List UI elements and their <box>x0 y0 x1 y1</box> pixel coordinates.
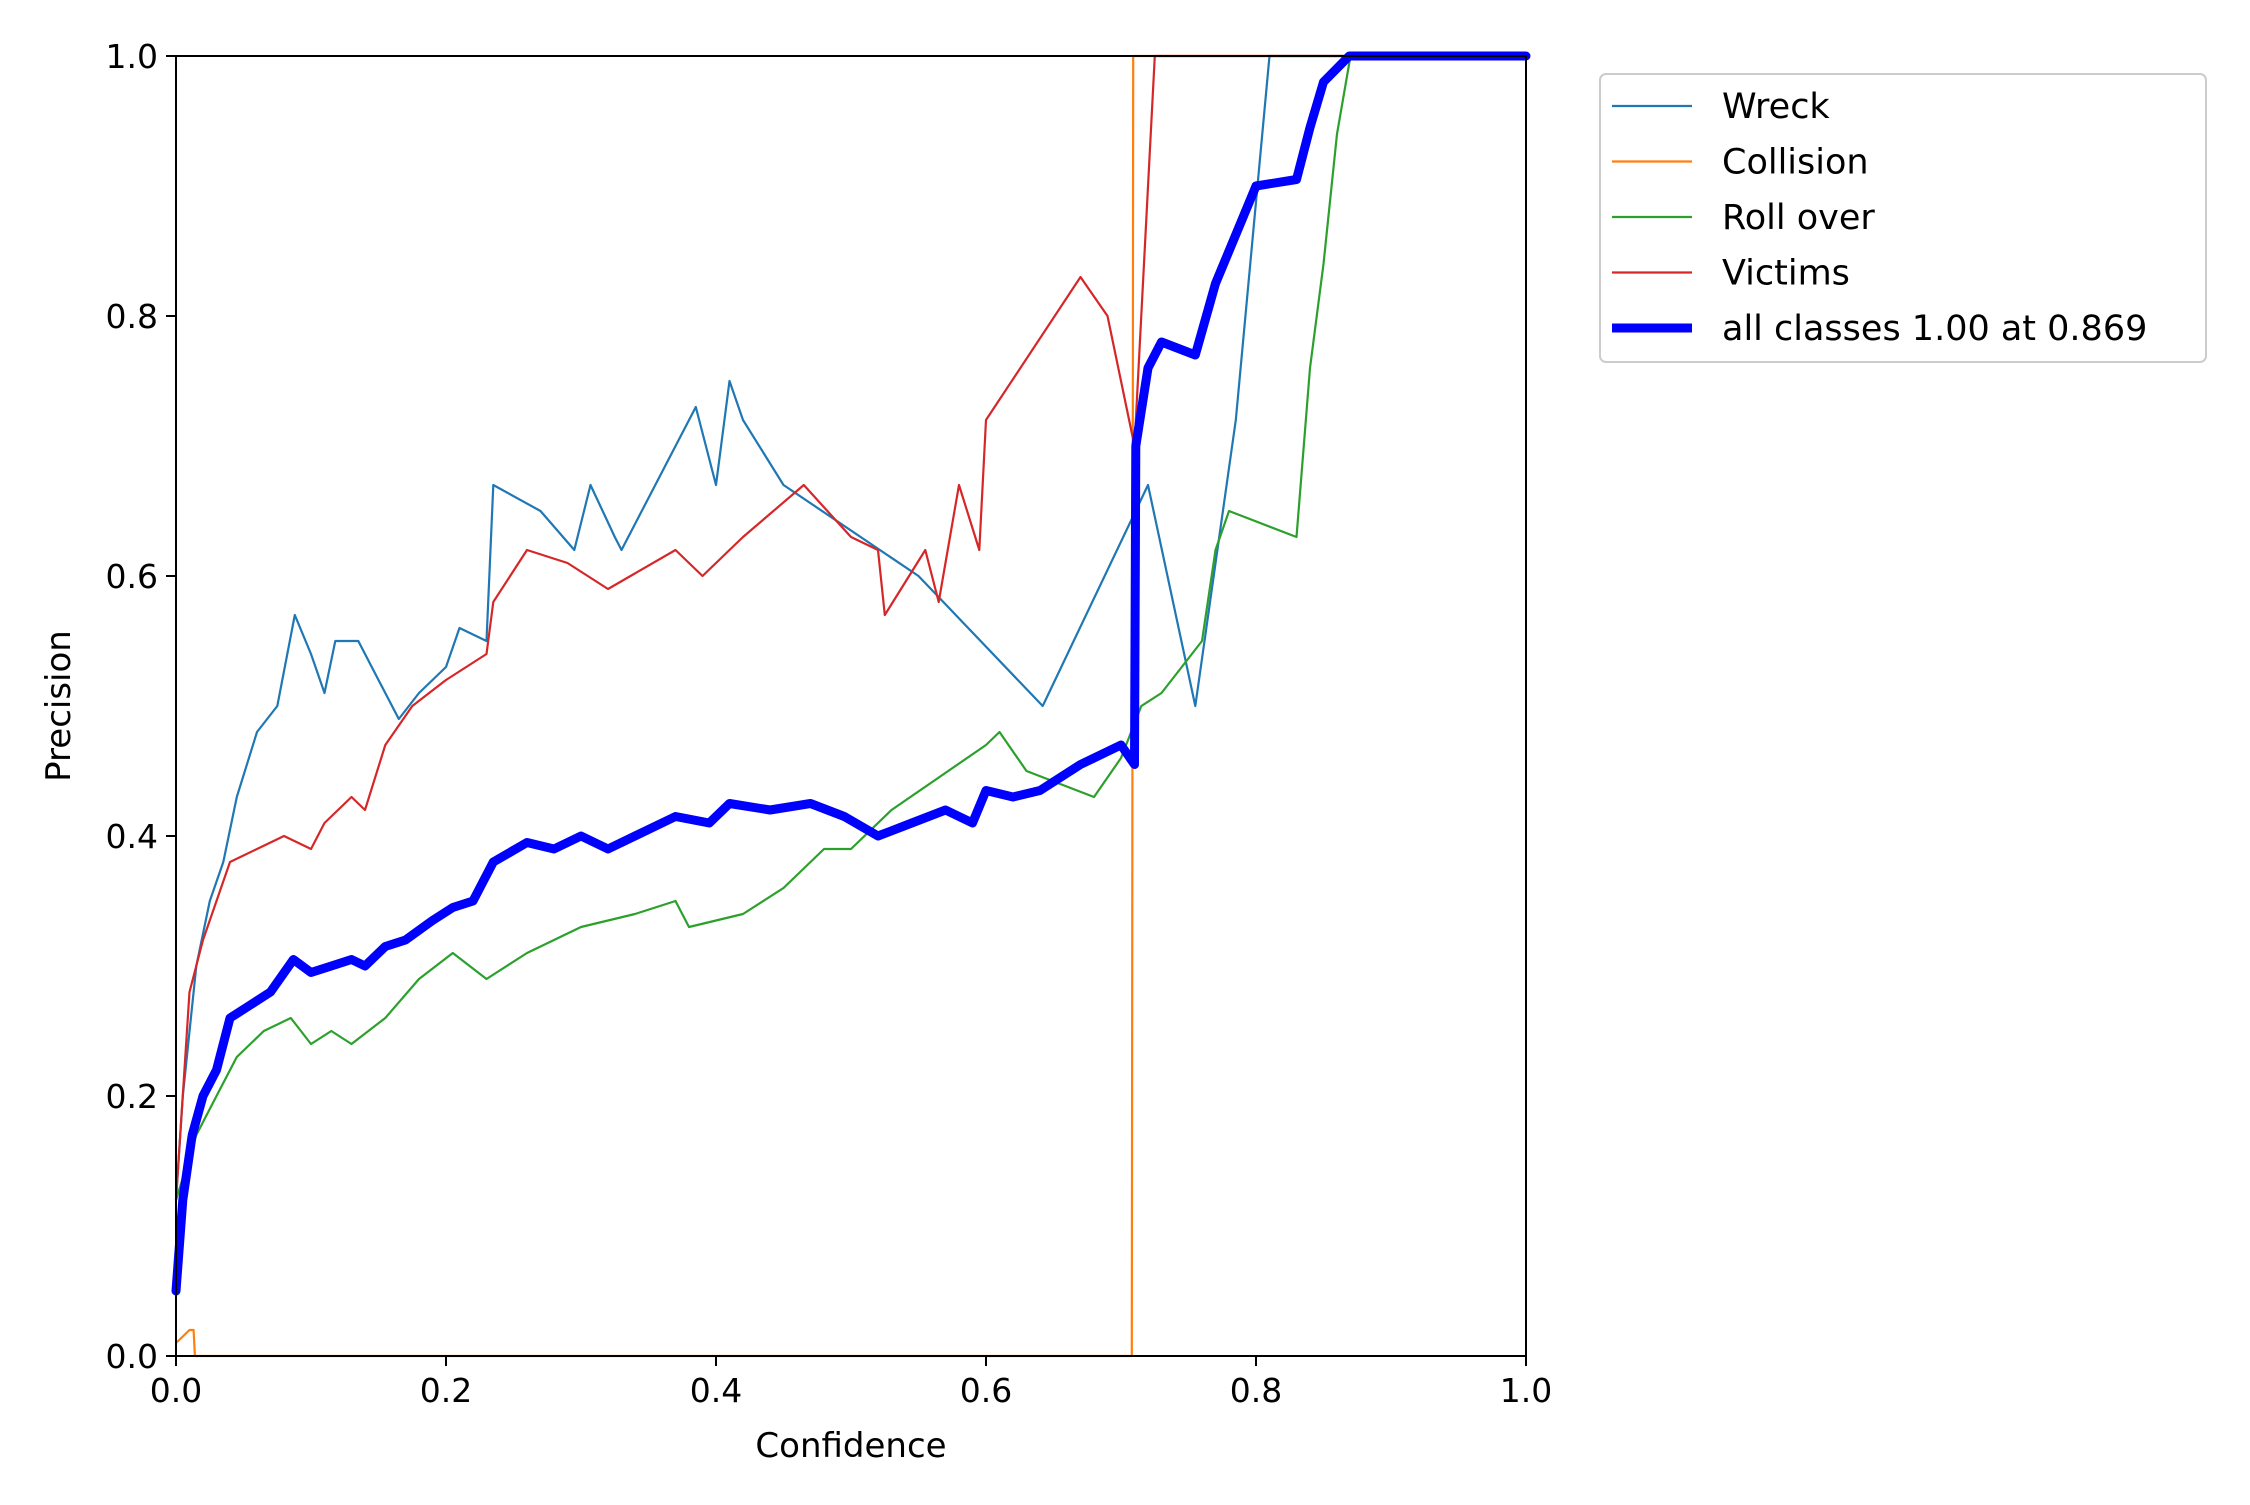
legend-label-1: Collision <box>1722 143 1869 183</box>
y-tick-label: 0.2 <box>106 1077 158 1116</box>
legend-label-2: Roll over <box>1722 198 1875 238</box>
y-tick-label: 0.8 <box>106 297 158 336</box>
x-tick-label: 0.8 <box>1230 1371 1282 1410</box>
x-axis: 0.0 0.2 0.4 0.6 0.8 1.0 <box>150 1356 1552 1410</box>
y-tick-label: 0.6 <box>106 557 158 596</box>
series-line-4 <box>171 51 1531 1296</box>
x-axis-title: Confidence <box>755 1426 946 1466</box>
series-line-3 <box>174 54 1528 1202</box>
x-tick-label: 0.4 <box>690 1371 742 1410</box>
legend-label-4: all classes 1.00 at 0.869 <box>1722 309 2147 349</box>
legend-label-0: Wreck <box>1722 87 1830 127</box>
legend: Wreck Collision Roll over Victims all classe… <box>1599 73 2207 363</box>
plot-lines <box>171 51 1531 1358</box>
series-line-0 <box>174 54 1528 1202</box>
x-tick-label: 0.6 <box>960 1371 1012 1410</box>
x-tick-label: 1.0 <box>1500 1371 1552 1410</box>
y-tick-label: 0.4 <box>106 817 158 856</box>
y-tick-label: 0.0 <box>106 1337 158 1376</box>
series-line-2 <box>174 54 1528 1202</box>
x-tick-label: 0.2 <box>420 1371 472 1410</box>
legend-frame <box>1599 73 2207 363</box>
series-line-1 <box>174 54 1528 1358</box>
legend-label-3: Victims <box>1722 254 1850 294</box>
plot-frame <box>175 55 1527 1357</box>
y-tick-label: 1.0 <box>106 37 158 76</box>
x-tick-label: 0.0 <box>150 1371 202 1410</box>
y-axis-title: Precision <box>39 630 79 782</box>
y-axis: 0.0 0.2 0.4 0.6 0.8 1.0 <box>106 37 176 1376</box>
